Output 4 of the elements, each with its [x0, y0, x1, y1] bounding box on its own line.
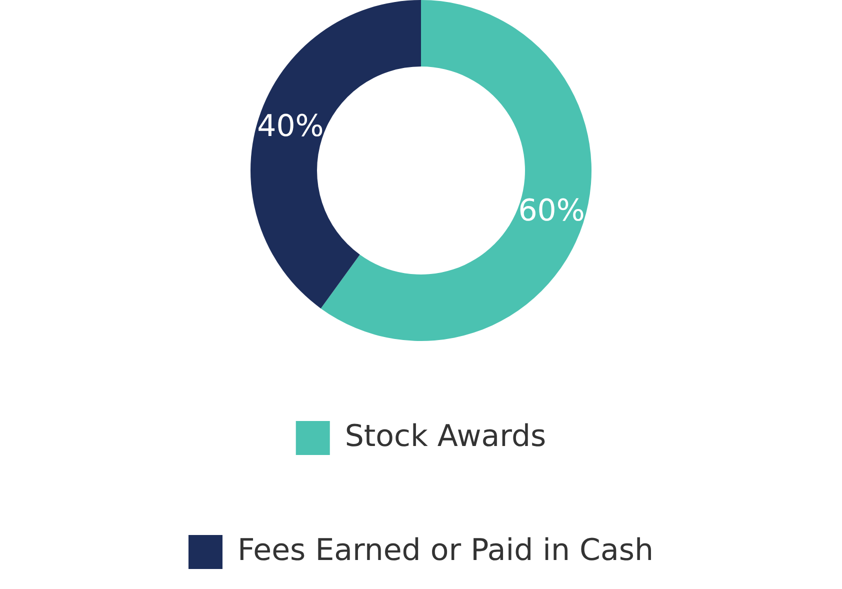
legend-label: Stock Awards: [344, 418, 546, 454]
data-label: 60%: [518, 194, 585, 229]
legend-label: Fees Earned or Paid in Cash: [237, 532, 654, 568]
data-label: 40%: [257, 108, 324, 144]
